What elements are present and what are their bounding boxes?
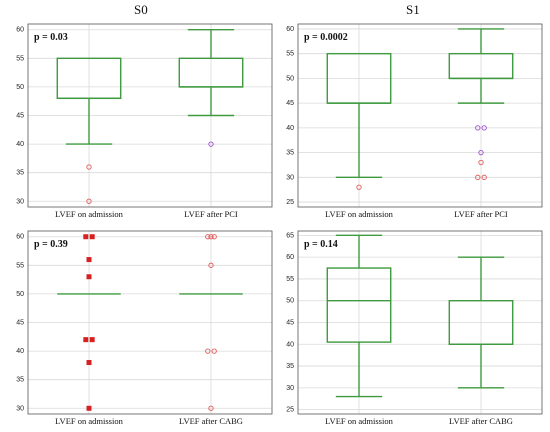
outlier-point bbox=[83, 337, 89, 343]
y-tick-label: 45 bbox=[286, 320, 294, 327]
box-series-1 bbox=[326, 234, 392, 398]
outlier-point bbox=[208, 141, 214, 147]
box-series-2 bbox=[179, 234, 243, 411]
outlier-point bbox=[211, 234, 217, 240]
plot-frame bbox=[27, 230, 273, 415]
y-tick-label: 50 bbox=[16, 291, 24, 298]
y-tick-label: 35 bbox=[286, 150, 294, 157]
y-tick-label: 60 bbox=[286, 254, 294, 261]
y-tick-label: 30 bbox=[286, 385, 294, 392]
column-title-s0: S0 bbox=[134, 2, 148, 17]
x-category-label: LVEF after PCI bbox=[454, 209, 508, 219]
y-tick-label: 25 bbox=[286, 407, 294, 414]
chart-panel-4: 25 30 35 40 45 50 55 60 65 LVEF on admission LVEF … bbox=[286, 230, 543, 426]
y-tick-label: 40 bbox=[286, 125, 294, 132]
outlier-point bbox=[478, 149, 484, 156]
outlier-point bbox=[86, 360, 92, 366]
y-tick-label: 30 bbox=[16, 405, 24, 412]
outlier-point bbox=[208, 405, 214, 411]
y-tick-label: 50 bbox=[286, 75, 294, 82]
box-iqr bbox=[326, 267, 392, 343]
y-tick-label: 40 bbox=[286, 341, 294, 348]
chart-panel-1: 30 35 40 45 50 55 60 LVEF on admission LVEF afte… bbox=[16, 23, 273, 219]
outlier-point bbox=[86, 257, 92, 263]
outlier-point bbox=[478, 159, 484, 166]
y-tick-label: 60 bbox=[286, 26, 294, 33]
y-tick-label: 60 bbox=[16, 27, 24, 34]
y-tick-label: 45 bbox=[16, 320, 24, 327]
p-value-annotation: p = 0.39 bbox=[34, 239, 68, 250]
outlier-point bbox=[86, 405, 92, 411]
y-tick-label: 55 bbox=[286, 276, 294, 283]
box-series-1 bbox=[56, 57, 122, 204]
column-title-s1: S1 bbox=[406, 2, 420, 17]
y-tick-label: 30 bbox=[286, 174, 294, 181]
y-tick-label: 25 bbox=[286, 199, 294, 206]
box-series-2 bbox=[448, 256, 514, 389]
chart-panel-3: 30 35 40 45 50 55 60 LVEF on admission LVEF afte… bbox=[16, 230, 273, 426]
y-tick-label: 40 bbox=[16, 141, 24, 148]
box-series-2 bbox=[178, 29, 244, 147]
y-tick-label: 45 bbox=[286, 100, 294, 107]
plot-frame bbox=[297, 230, 543, 415]
y-tick-label: 65 bbox=[286, 232, 294, 239]
plot-frame bbox=[297, 23, 543, 208]
box-series-1 bbox=[326, 52, 392, 190]
y-tick-label: 35 bbox=[16, 170, 24, 177]
outlier-point bbox=[89, 337, 95, 343]
x-category-label: LVEF on admission bbox=[325, 209, 393, 219]
outlier-point bbox=[205, 234, 211, 240]
outlier-point bbox=[481, 174, 487, 180]
box-series-1 bbox=[57, 234, 121, 411]
y-tick-label: 60 bbox=[16, 234, 24, 241]
outlier-point bbox=[481, 125, 487, 131]
y-tick-label: 55 bbox=[286, 51, 294, 58]
y-tick-label: 50 bbox=[286, 298, 294, 305]
p-value-annotation: p = 0.14 bbox=[304, 239, 338, 250]
outlier-point bbox=[86, 164, 92, 170]
outlier-point bbox=[86, 198, 92, 204]
x-category-label: LVEF after PCI bbox=[184, 209, 238, 219]
outlier-point bbox=[208, 262, 214, 268]
x-category-label: LVEF after CABG bbox=[179, 416, 243, 426]
outlier-point bbox=[208, 234, 214, 240]
chart-panel-2: 25 30 35 40 45 50 55 60 LVEF on admission LVEF af… bbox=[286, 23, 543, 219]
x-category-label: LVEF on admission bbox=[55, 209, 123, 219]
y-tick-label: 35 bbox=[286, 363, 294, 370]
box-series-2 bbox=[448, 28, 514, 180]
p-value-annotation: p = 0.0002 bbox=[304, 32, 348, 43]
y-tick-label: 45 bbox=[16, 113, 24, 120]
y-tick-label: 55 bbox=[16, 262, 24, 269]
y-tick-label: 40 bbox=[16, 348, 24, 355]
outlier-point bbox=[89, 234, 95, 240]
outlier-point bbox=[205, 348, 211, 354]
outlier-point bbox=[211, 348, 217, 354]
y-tick-label: 30 bbox=[16, 198, 24, 205]
outlier-point bbox=[356, 184, 362, 190]
outlier-point bbox=[83, 234, 89, 240]
x-category-label: LVEF after CABG bbox=[449, 416, 513, 426]
p-value-annotation: p = 0.03 bbox=[34, 32, 68, 43]
y-tick-label: 50 bbox=[16, 84, 24, 91]
x-category-label: LVEF on admission bbox=[55, 416, 123, 426]
outlier-point bbox=[475, 174, 481, 180]
y-tick-label: 55 bbox=[16, 55, 24, 62]
x-category-label: LVEF on admission bbox=[325, 416, 393, 426]
y-tick-label: 35 bbox=[16, 377, 24, 384]
outlier-point bbox=[475, 125, 481, 131]
outlier-point bbox=[86, 274, 92, 280]
plot-frame bbox=[27, 23, 273, 208]
